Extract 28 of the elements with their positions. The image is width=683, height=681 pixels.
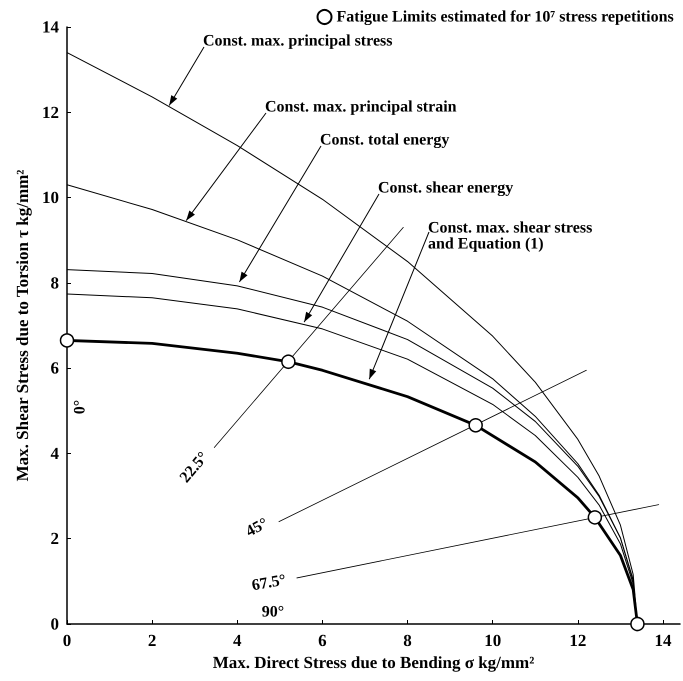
y-tick-label: 6 [50, 358, 59, 378]
y-tick-label: 4 [50, 444, 60, 463]
y-tick-label: 14 [42, 18, 60, 36]
x-tick-label: 6 [318, 631, 327, 650]
x-axis-title: Max. Direct Stress due to Bending σ kg/mm² [212, 652, 534, 672]
x-tick-label: 0 [62, 631, 72, 650]
x-tick-label: 2 [148, 631, 156, 650]
x-tick-label: 10 [484, 631, 502, 650]
annotation: Const. shear energy [378, 180, 514, 196]
x-tick-label: 8 [403, 631, 412, 650]
annotation: 90° [262, 604, 284, 620]
y-tick-label: 10 [42, 188, 59, 208]
y-tick-label: 2 [50, 529, 59, 548]
annotation: Const. max. principal stress [203, 32, 392, 50]
annotation: Const. max. shear stress and Equation (1) [428, 220, 592, 252]
x-tick-label: 14 [654, 631, 672, 650]
annotation: 45° [243, 514, 271, 540]
y-tick-label: 8 [50, 273, 59, 292]
x-tick-label: 12 [569, 631, 586, 650]
annotation: Const. total energy [320, 132, 450, 148]
legend-label: Fatigue Limits estimated for 10⁷ stress repetitions [336, 8, 674, 26]
y-tick-label: 12 [42, 102, 59, 122]
y-axis-title: Max. Shear Stress due to Torsion τ kg/mm² [13, 170, 32, 482]
annotation: Const. max. principal strain [265, 98, 457, 116]
y-tick-label: 0 [50, 614, 59, 634]
x-tick-label: 4 [233, 631, 242, 650]
annotation: 0° [72, 400, 88, 414]
annotation: 67.5° [250, 572, 288, 594]
